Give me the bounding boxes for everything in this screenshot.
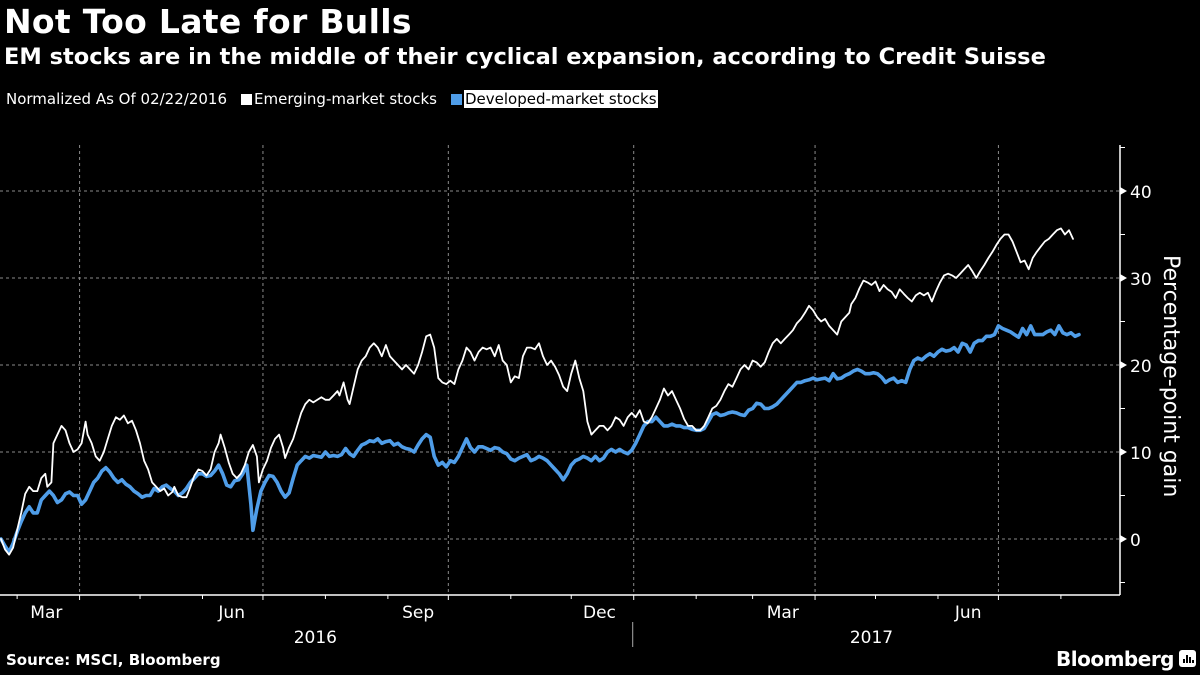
legend-item-emerging[interactable]: Emerging-market stocks xyxy=(241,90,437,108)
x-tick-label-month: Sep xyxy=(402,603,434,623)
x-tick-label-month: Mar xyxy=(767,603,799,623)
y-tick-marker xyxy=(1120,361,1127,369)
series-line-emerging xyxy=(0,227,1074,556)
legend: Normalized As Of 02/22/2016 Emerging-mar… xyxy=(6,90,672,108)
x-tick-label-month: Jun xyxy=(954,603,982,623)
x-tick-label-month: Mar xyxy=(30,603,62,623)
gridlines xyxy=(0,145,1120,595)
legend-item-developed[interactable]: Developed-market stocks xyxy=(450,90,658,108)
legend-note: Normalized As Of 02/22/2016 xyxy=(6,90,227,108)
y-tick-label: 30 xyxy=(1130,270,1152,290)
axes xyxy=(0,145,1127,647)
y-tick-marker xyxy=(1120,187,1127,195)
y-tick-marker xyxy=(1120,274,1127,282)
y-tick-label: 10 xyxy=(1130,444,1152,464)
x-tick-label-month: Jun xyxy=(217,603,245,623)
y-tick-labels: 0 10 20 30 40 xyxy=(1130,183,1152,551)
series-lines xyxy=(0,227,1081,556)
y-tick-label: 40 xyxy=(1130,183,1152,203)
y-tick-label: 0 xyxy=(1130,531,1141,551)
x-tick-labels: Mar Jun Sep Dec Mar Jun 2016 2017 xyxy=(30,603,981,648)
y-axis-title: Percentage-point gain xyxy=(1158,255,1183,497)
source-note: Source: MSCI, Bloomberg xyxy=(6,651,221,669)
x-tick-label-year: 2017 xyxy=(850,628,893,648)
bloomberg-chart-icon xyxy=(1179,650,1196,667)
legend-label-developed: Developed-market stocks xyxy=(463,90,658,108)
y-tick-marker xyxy=(1120,448,1127,456)
chart-subtitle: EM stocks are in the middle of their cyc… xyxy=(4,44,1046,70)
y-tick-label: 20 xyxy=(1130,357,1152,377)
x-tick-label-month: Dec xyxy=(583,603,616,623)
legend-swatch-developed xyxy=(450,93,462,105)
legend-swatch-emerging xyxy=(241,93,252,105)
series-line-developed xyxy=(0,324,1081,554)
y-tick-marker xyxy=(1120,535,1127,543)
legend-label-emerging: Emerging-market stocks xyxy=(254,90,437,108)
brand-logo: Bloomberg xyxy=(1056,647,1174,671)
x-tick-label-year: 2016 xyxy=(294,628,337,648)
chart-title: Not Too Late for Bulls xyxy=(4,2,412,41)
